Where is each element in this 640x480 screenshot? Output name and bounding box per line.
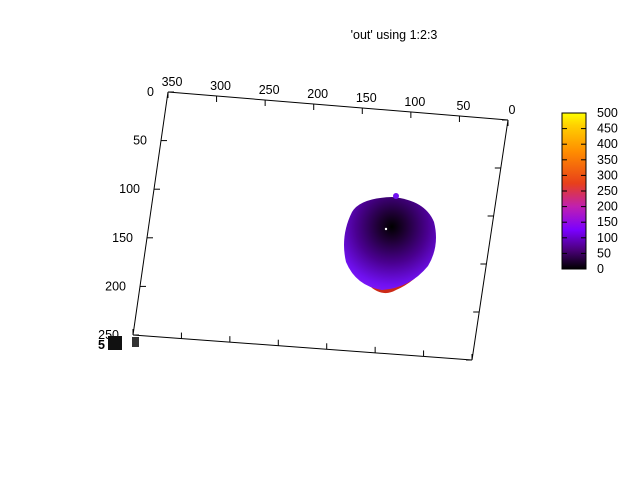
- colorbar-tick-label: 400: [597, 137, 618, 151]
- x-tick-label: 350: [162, 75, 183, 89]
- frame-bottom-edge: [132, 334, 473, 361]
- y-axis: 0 50 100 150 200 250: [98, 85, 508, 361]
- y-tick-label: 0: [147, 85, 154, 99]
- colorbar-tick-label: 0: [597, 262, 604, 276]
- heatmap-blob: [344, 193, 436, 294]
- x-tick-label: 100: [404, 95, 425, 109]
- x-tick-label: 200: [307, 87, 328, 101]
- frame-left-edge: [132, 91, 169, 336]
- colorbar-tick-label: 100: [597, 231, 618, 245]
- y-tick-label: 50: [133, 134, 147, 148]
- chart-title: 'out' using 1:2:3: [351, 28, 438, 42]
- blob-top-point: [393, 193, 399, 199]
- colorbar-tick-label: 300: [597, 168, 618, 182]
- y-tick-label: 150: [112, 231, 133, 245]
- x-tick-label: 50: [456, 99, 470, 113]
- z-stack-mark: [108, 336, 122, 350]
- plot-frame: [132, 91, 509, 361]
- y-tick-label: 100: [119, 182, 140, 196]
- colorbar-tick-label: 500: [597, 106, 618, 120]
- z-stack-tick: [132, 337, 139, 347]
- blob-center-point: [384, 227, 388, 231]
- x-tick-label: 250: [259, 83, 280, 97]
- x-tick-label: 150: [356, 91, 377, 105]
- colorbar-tick-label: 350: [597, 153, 618, 167]
- z-stack-label: 5: [98, 338, 105, 352]
- x-tick-label: 0: [509, 103, 516, 117]
- frame-right-edge: [471, 119, 509, 361]
- colorbar-tick-label: 150: [597, 215, 618, 229]
- colorbar-tick-label: 50: [597, 246, 611, 260]
- x-axis: 350 300 250 200 150 100 50 0: [132, 75, 516, 360]
- x-tick-label: 300: [210, 79, 231, 93]
- y-tick-label: 200: [105, 279, 126, 293]
- colorbar-tick-label: 250: [597, 184, 618, 198]
- blob-body: [344, 197, 436, 290]
- colorbar-tick-label: 200: [597, 200, 618, 214]
- colorbar-tick-label: 450: [597, 122, 618, 136]
- frame-top-edge: [167, 91, 509, 121]
- z-axis-stack: 5: [98, 336, 139, 352]
